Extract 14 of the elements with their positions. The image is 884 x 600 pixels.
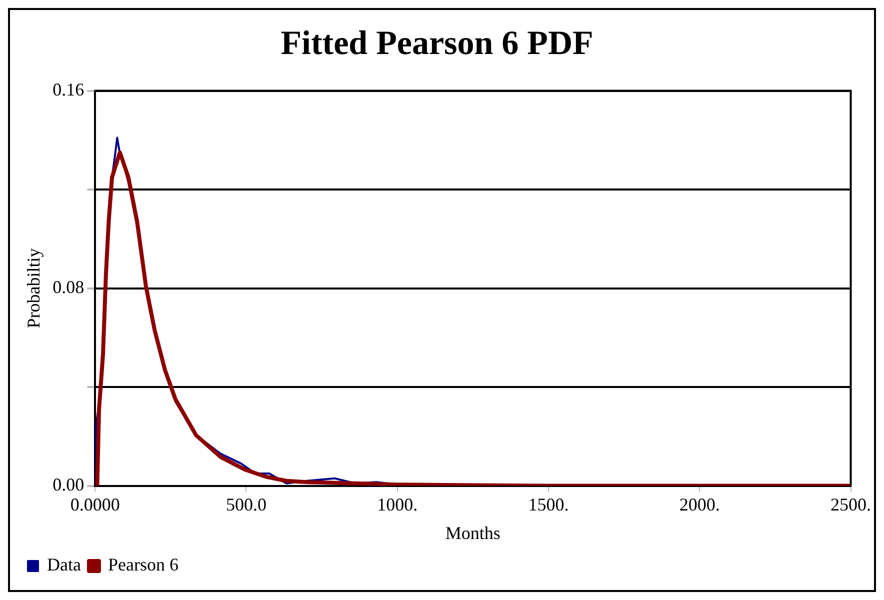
y-tick-label: 0.00	[52, 474, 84, 495]
y-tick-label: 0.16	[52, 80, 84, 100]
chart-title: Fitted Pearson 6 PDF	[280, 25, 594, 62]
x-tick-label: 0.0000	[70, 494, 120, 514]
legend-label: Pearson 6	[108, 554, 178, 575]
x-tick-label: 2000.	[679, 494, 720, 514]
x-tick-label: 2500.	[830, 494, 871, 514]
x-tick-label: 1000.	[377, 494, 418, 514]
legend-label: Data	[47, 554, 81, 575]
x-axis-title: Months	[445, 522, 500, 543]
y-axis-title: Probabiltiy	[24, 248, 44, 328]
y-tick-label: 0.08	[52, 277, 84, 298]
x-tick-label: 1500.	[528, 494, 569, 514]
x-tick-label: 500.0	[226, 494, 266, 514]
